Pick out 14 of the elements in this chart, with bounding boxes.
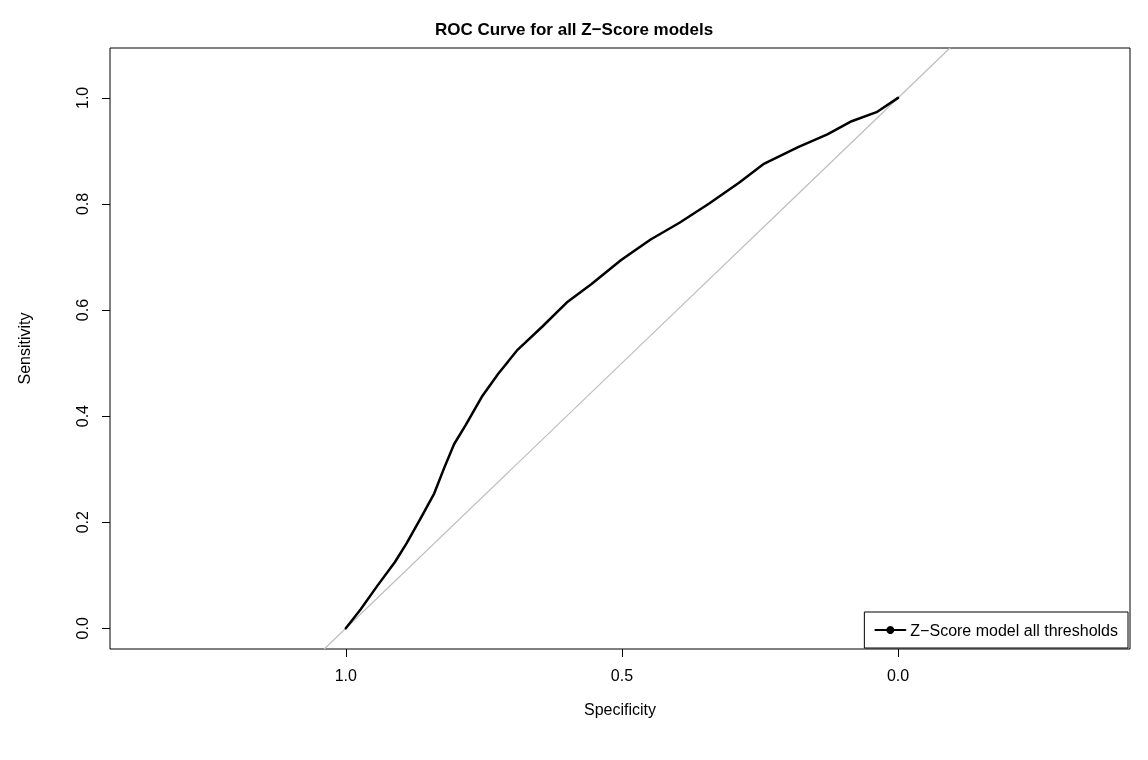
y-axis-title: Sensitivity bbox=[15, 312, 33, 385]
x-tick-label: 0.5 bbox=[610, 666, 634, 684]
legend-label: Z−Score model all thresholds bbox=[910, 621, 1118, 639]
chart-title: ROC Curve for all Z−Score models bbox=[434, 20, 714, 39]
x-axis-title: Specificity bbox=[583, 700, 657, 718]
y-tick-label: 0.0 bbox=[73, 617, 91, 640]
y-tick-label: 0.2 bbox=[73, 511, 91, 534]
line-series bbox=[344, 96, 900, 630]
y-tick-label: 0.8 bbox=[73, 192, 91, 216]
y-tick-label: 1.0 bbox=[73, 86, 91, 109]
x-tick-label: 1.0 bbox=[334, 666, 358, 684]
x-tick-label: 0.0 bbox=[886, 666, 910, 684]
y-tick-label: 0.6 bbox=[73, 298, 91, 322]
y-tick-label: 0.4 bbox=[73, 404, 91, 428]
